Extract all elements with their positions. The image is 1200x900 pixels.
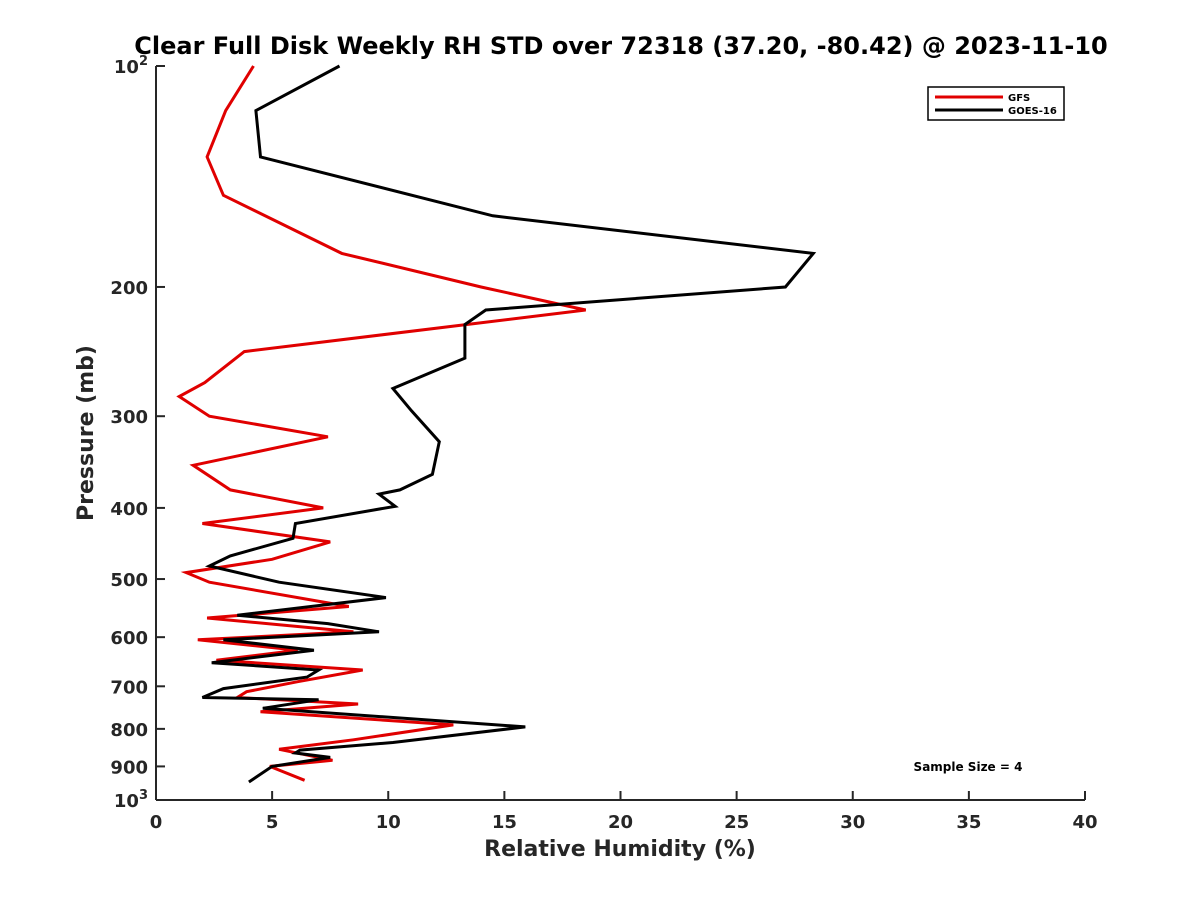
series-line-goes16 [201,64,817,784]
x-tick-label: 0 [150,812,163,833]
y-tick-label: 700 [110,677,148,698]
y-tick-label: 400 [110,499,148,520]
series-layer [176,64,817,784]
x-tick-label: 35 [956,812,981,833]
y-tick-label: 600 [110,628,148,649]
x-tick-label: 5 [266,812,279,833]
x-axis-label: Relative Humidity (%) [484,837,756,862]
x-tick-label: 10 [376,812,401,833]
legend: GFS GOES-16 [927,86,1065,121]
x-tick-label: 25 [724,812,749,833]
y-tick-label: 200 [110,278,148,299]
y-tick-label: 103 [114,788,148,812]
legend-label-goes16: GOES-16 [1008,106,1057,117]
x-ticks: 0 5 10 15 20 25 30 35 40 [150,791,1098,833]
x-tick-label: 20 [608,812,633,833]
y-ticks: 102 200 300 400 500 600 700 800 900 103 [110,54,165,812]
legend-label-gfs: GFS [1008,93,1030,104]
chart-title: Clear Full Disk Weekly RH STD over 72318… [134,32,1107,60]
y-tick-label: 900 [110,757,148,778]
y-tick-label: 500 [110,570,148,591]
y-tick-label: 102 [114,54,148,78]
legend-box [927,86,1065,121]
y-tick-label: 300 [110,407,148,428]
x-tick-label: 15 [492,812,517,833]
x-tick-label: 40 [1072,812,1097,833]
y-tick-label: 800 [110,720,148,741]
y-axis-label: Pressure (mb) [74,345,99,521]
sample-size-annotation: Sample Size = 4 [914,760,1023,774]
x-tick-label: 30 [840,812,865,833]
